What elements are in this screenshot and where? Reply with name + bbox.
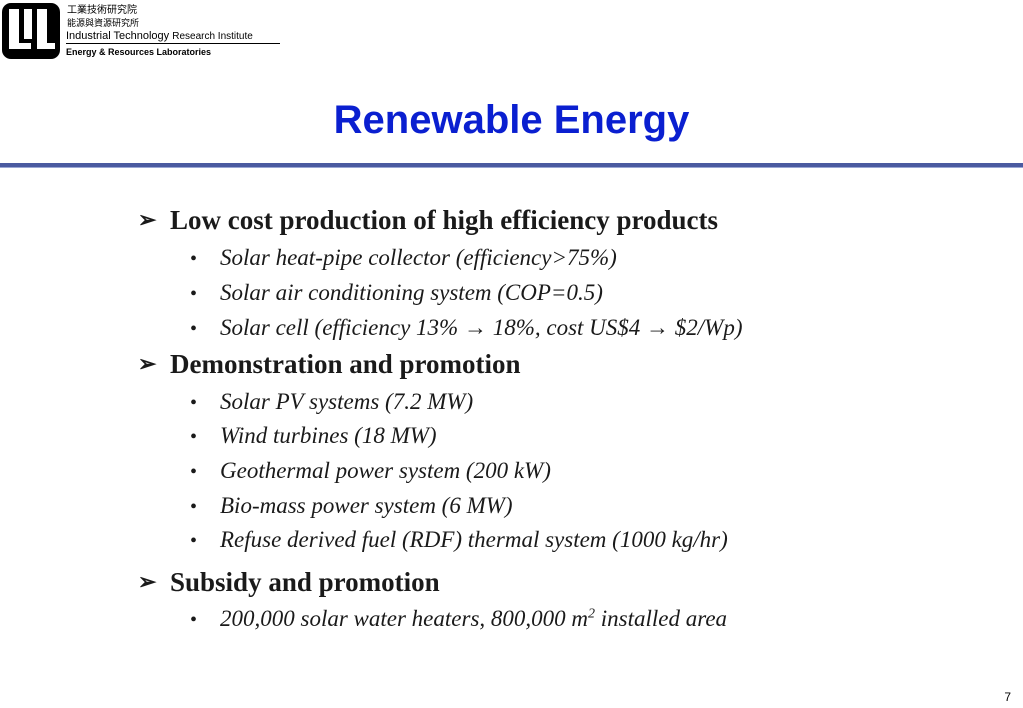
list-item-text: 200,000 solar water heaters, 800,000 m bbox=[220, 606, 588, 631]
itri-logo-icon bbox=[2, 3, 60, 59]
list-item: • Solar PV systems (7.2 MW) bbox=[190, 389, 473, 415]
list-item-text-tail: installed area bbox=[595, 606, 728, 631]
lab-name-zh: 能源與資源研究所 bbox=[67, 18, 140, 28]
bullet-icon: • bbox=[190, 318, 198, 340]
list-item-text: Solar air conditioning system (COP=0.5) bbox=[220, 280, 603, 305]
bullet-icon: • bbox=[190, 392, 198, 414]
org-name-en-part2: Research Institute bbox=[172, 31, 253, 42]
arrow-bullet-icon: ➢ bbox=[138, 351, 157, 376]
title-divider bbox=[0, 163, 1023, 168]
lab-name-en: Energy & Resources Laboratories bbox=[66, 47, 212, 57]
arrow-bullet-icon: ➢ bbox=[138, 569, 157, 594]
page-title: Renewable Energy bbox=[333, 98, 690, 142]
section-heading-text: Subsidy and promotion bbox=[170, 567, 440, 597]
bullet-icon: • bbox=[190, 283, 198, 305]
bullet-icon: • bbox=[190, 426, 198, 448]
org-name-zh: 工業技術研究院 bbox=[67, 5, 137, 16]
section-heading-text: Low cost production of high efficiency p… bbox=[170, 205, 719, 235]
list-item-text: Bio-mass power system (6 MW) bbox=[220, 493, 513, 518]
bullet-icon: • bbox=[190, 496, 198, 518]
section-heading: ➢ Demonstration and promotion bbox=[138, 349, 521, 380]
org-name-en: Industrial Technology Research Institute bbox=[66, 30, 280, 44]
list-item-text: Solar cell (efficiency 13% → 18%, cost U… bbox=[220, 315, 743, 340]
list-item: • 200,000 solar water heaters, 800,000 m2… bbox=[190, 606, 727, 632]
list-item: • Wind turbines (18 MW) bbox=[190, 423, 437, 449]
section-heading: ➢ Low cost production of high efficiency … bbox=[138, 205, 718, 236]
list-item: • Refuse derived fuel (RDF) thermal syste… bbox=[190, 527, 728, 553]
section-heading: ➢ Subsidy and promotion bbox=[138, 567, 440, 598]
page-number: 7 bbox=[1004, 690, 1011, 704]
bullet-icon: • bbox=[190, 530, 198, 552]
list-item-text: Refuse derived fuel (RDF) thermal system… bbox=[220, 527, 728, 552]
arrow-bullet-icon: ➢ bbox=[138, 207, 157, 232]
list-item-text: Wind turbines (18 MW) bbox=[220, 423, 437, 448]
bullet-icon: • bbox=[190, 461, 198, 483]
superscript: 2 bbox=[588, 606, 595, 622]
list-item: • Geothermal power system (200 kW) bbox=[190, 458, 551, 484]
list-item-text: Solar PV systems (7.2 MW) bbox=[220, 389, 474, 414]
list-item-text: Geothermal power system (200 kW) bbox=[220, 458, 551, 483]
list-item-text: Solar heat-pipe collector (efficiency>75… bbox=[220, 245, 617, 270]
list-item: • Solar heat-pipe collector (efficiency>7… bbox=[190, 245, 617, 271]
org-name-block: 工業技術研究院 能源與資源研究所 Industrial Technology R… bbox=[66, 5, 280, 59]
bullet-icon: • bbox=[190, 609, 198, 631]
org-name-en-part1: Industrial Technology bbox=[66, 30, 170, 42]
list-item: • Solar cell (efficiency 13% → 18%, cost … bbox=[190, 315, 743, 341]
section-heading-text: Demonstration and promotion bbox=[170, 349, 521, 379]
bullet-icon: • bbox=[190, 248, 198, 270]
list-item: • Solar air conditioning system (COP=0.5) bbox=[190, 280, 603, 306]
list-item: • Bio-mass power system (6 MW) bbox=[190, 493, 513, 519]
